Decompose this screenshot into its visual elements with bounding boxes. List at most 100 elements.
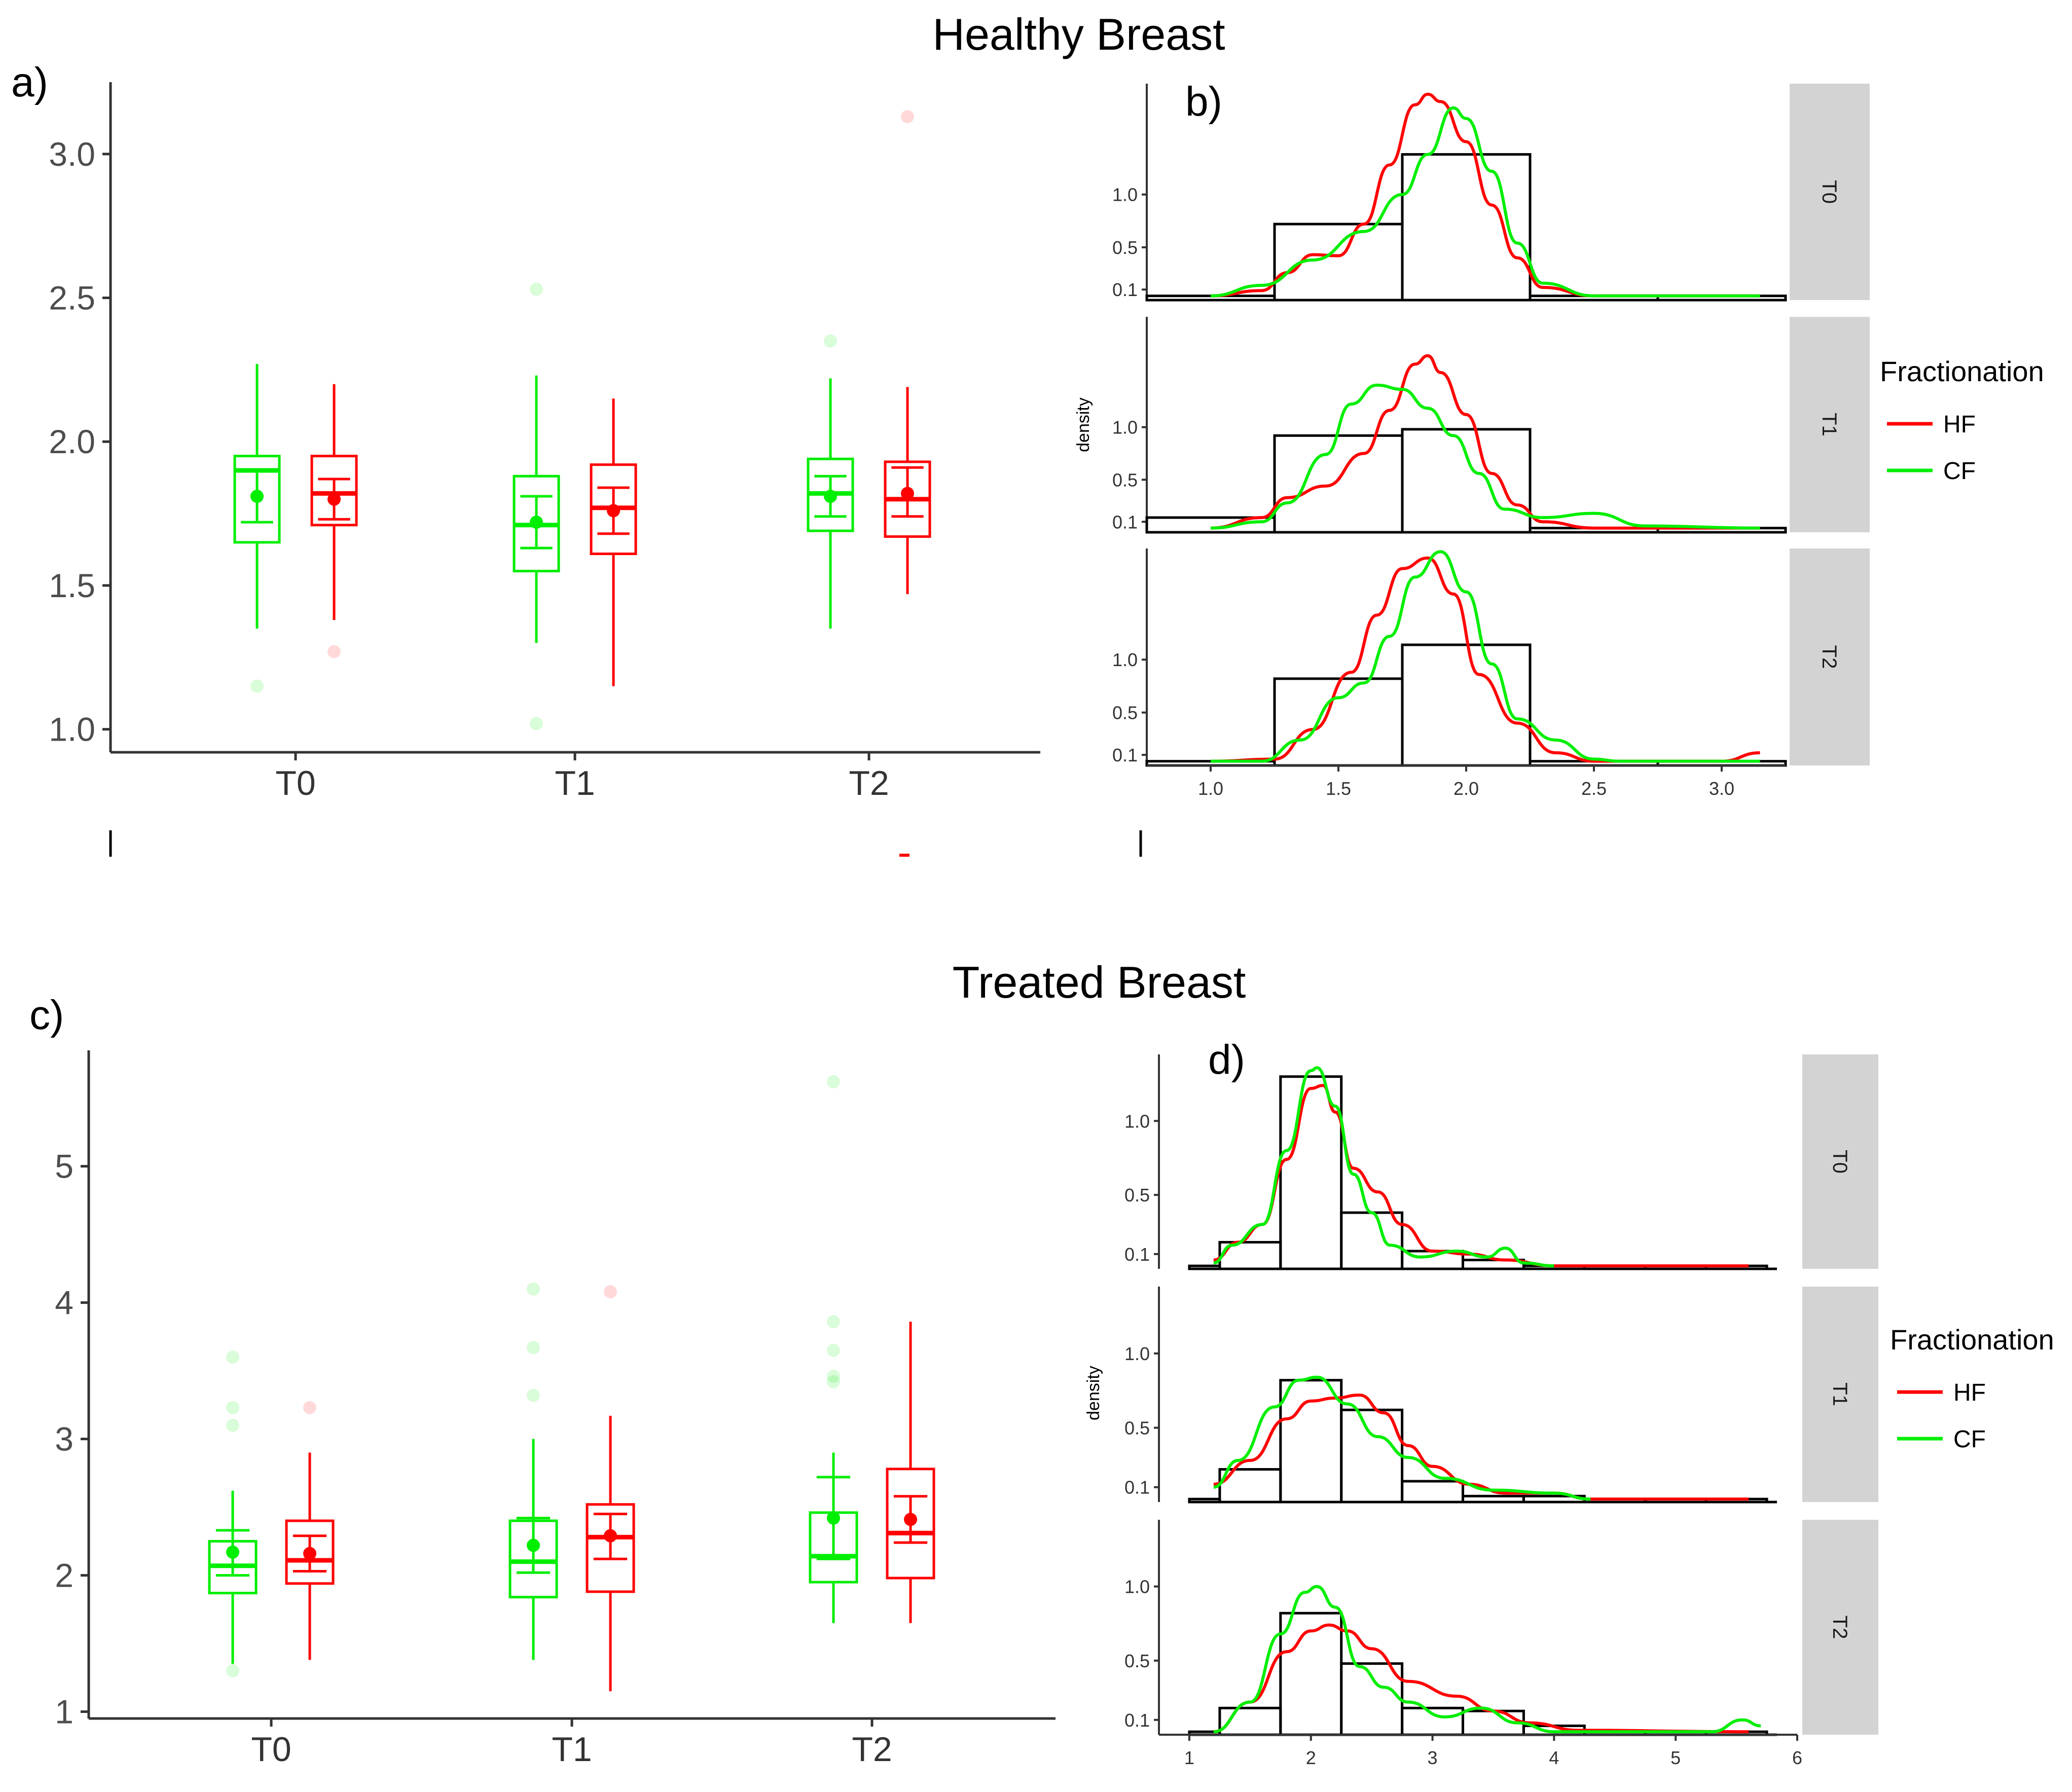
legend-top-cf-label: CF <box>1943 458 1976 485</box>
histogram-bar <box>1273 223 1404 302</box>
x-tick-label: 3.0 <box>1709 778 1734 799</box>
hf-density-curve <box>1210 92 1760 298</box>
cf-t2-mean-point <box>824 490 837 503</box>
cf-density-curve <box>1213 1585 1761 1734</box>
cf-density-curve <box>1210 106 1760 298</box>
legend-top: Fractionation HF CF <box>1880 355 2044 485</box>
y-tick-label: 0.5 <box>1124 1185 1150 1205</box>
x-tick-label: 1.5 <box>1326 778 1351 799</box>
hf-t0-outlier <box>303 1401 316 1414</box>
y-tick-label: 2 <box>55 1557 74 1594</box>
y-tick-label: 1.0 <box>1124 1577 1150 1597</box>
y-tick-label: 2.0 <box>49 423 95 460</box>
histogram-bar <box>1401 153 1532 302</box>
histogram-bar <box>1188 1264 1221 1270</box>
facet-t2: 0.1 0.5 1.0 T2 <box>1124 1520 1878 1736</box>
cf-t2-outlier <box>827 1315 840 1329</box>
y-tick-label: 3.0 <box>49 135 95 173</box>
top-title: Healthy Breast <box>932 9 1225 59</box>
panel-b-x-ticks: 1.0 1.5 2.0 2.5 3.0 <box>1147 764 1786 799</box>
facet-strip-label: T1 <box>1818 413 1840 436</box>
hf-t0-outlier <box>328 645 341 659</box>
x-tick-label: T2 <box>849 764 889 802</box>
cf-t0-outlier <box>226 1401 239 1414</box>
facet-strip-label: T1 <box>1829 1382 1851 1406</box>
panel-c-y-ticks: 1 2 3 4 5 <box>55 1148 89 1731</box>
y-tick-label: 0.5 <box>1112 469 1138 490</box>
x-tick-label: 1.0 <box>1198 778 1223 799</box>
facet-strip-label: T2 <box>1818 645 1840 669</box>
cf-density-curve <box>1210 550 1760 763</box>
hf-density-curve <box>1213 1084 1749 1268</box>
cf-t2-outlier <box>827 1075 840 1088</box>
y-tick-label: 0.1 <box>1112 279 1138 300</box>
y-tick-label: 3 <box>55 1420 74 1458</box>
facet-t0: 0.1 0.5 1.0 T0 <box>1124 1054 1878 1270</box>
facet-t2: 0.1 0.5 1.0 T2 <box>1112 548 1870 767</box>
facet-t0: 0.1 0.5 1.0 T0 <box>1112 84 1870 302</box>
panel-c-boxes <box>208 1075 935 1692</box>
cf-t2-mean-point <box>827 1511 840 1525</box>
panel-d-facets: 0.1 0.5 1.0 T0 0.1 0.5 1.0 T1 0.1 0.5 1.0 T2 <box>1124 1054 1878 1736</box>
x-tick-label: 5 <box>1670 1747 1681 1768</box>
cf-density-curve <box>1213 1066 1554 1268</box>
panel-b-density-facets: 0.1 0.5 1.0 T0 0.1 0.5 1.0 T1 0.1 0.5 1.0 T2 1.0 1.5… <box>1074 84 1870 799</box>
remnant-red-mark <box>899 854 910 857</box>
facet-t1: 0.1 0.5 1.0 T1 <box>1124 1287 1878 1504</box>
hf-t1-mean-point <box>604 1529 617 1543</box>
panel-label-b: b) <box>1185 79 1222 125</box>
facet-strip <box>1802 1520 1878 1735</box>
y-tick-label: 1.0 <box>49 711 95 748</box>
facet-strip <box>1802 1054 1878 1269</box>
histogram-bar <box>1401 1706 1465 1736</box>
panel-d-y-axis-label: density <box>1084 1366 1103 1420</box>
y-tick-label: 1.5 <box>49 567 95 604</box>
y-tick-label: 1.0 <box>1112 185 1138 205</box>
facet-strip <box>1790 84 1870 300</box>
panel-d-x-ticks: 1 2 3 4 5 6 <box>1159 1734 1802 1768</box>
cf-t0-outlier <box>226 1664 239 1677</box>
histogram-bar <box>1401 428 1532 534</box>
cropped-remnants <box>109 830 1142 857</box>
panel-a-y-ticks: 1.0 1.5 2.0 2.5 3.0 <box>49 135 111 748</box>
y-tick-label: 1.0 <box>1124 1343 1150 1364</box>
panel-c-x-ticks: T0 T1 T2 <box>251 1718 892 1769</box>
panel-a-boxes <box>233 110 931 730</box>
bottom-title: Treated Breast <box>953 957 1246 1007</box>
histogram-bar <box>1145 516 1276 534</box>
legend-bottom-title: Fractionation <box>1890 1324 2054 1356</box>
panel-a-boxplot: 1.0 1.5 2.0 2.5 3.0 T0 T1 T2 <box>49 82 1040 802</box>
legend-bottom: Fractionation HF CF <box>1890 1324 2054 1453</box>
cf-t0-mean-point <box>226 1545 239 1559</box>
panel-b-facets: 0.1 0.5 1.0 T0 0.1 0.5 1.0 T1 0.1 0.5 1.0 T2 <box>1112 84 1870 767</box>
x-tick-label: 2.0 <box>1453 778 1479 799</box>
y-tick-label: 4 <box>55 1284 74 1322</box>
facet-strip-label: T0 <box>1818 180 1840 204</box>
cf-t1-outlier <box>530 282 543 296</box>
x-tick-label: 6 <box>1792 1747 1802 1768</box>
hf-t1-outlier <box>604 1285 617 1299</box>
x-tick-label: 1 <box>1184 1747 1194 1768</box>
hf-density-curve <box>1213 1393 1749 1501</box>
cf-t1-mean-point <box>530 516 543 529</box>
histogram-bar <box>1273 434 1404 534</box>
facet-strip <box>1802 1287 1878 1502</box>
hf-density-curve <box>1210 354 1760 530</box>
cf-t1-outlier <box>527 1388 540 1402</box>
y-tick-label: 0.5 <box>1112 237 1138 258</box>
hf-t2-mean-point <box>904 1513 917 1526</box>
x-tick-label: T0 <box>275 764 315 802</box>
x-tick-label: T0 <box>251 1730 291 1769</box>
y-tick-label: 1 <box>55 1693 74 1731</box>
hf-density-curve <box>1213 1623 1749 1734</box>
panel-a-x-ticks: T0 T1 T2 <box>275 752 889 802</box>
x-tick-label: 4 <box>1549 1747 1559 1768</box>
cf-t0-outlier <box>226 1350 239 1364</box>
x-tick-label: T1 <box>552 1730 592 1769</box>
histogram-bar <box>1273 677 1404 767</box>
cf-density-curve <box>1210 383 1760 530</box>
cf-t2-outlier <box>827 1369 840 1383</box>
panel-a-axes <box>109 82 1040 754</box>
y-tick-label: 0.5 <box>1124 1651 1150 1671</box>
